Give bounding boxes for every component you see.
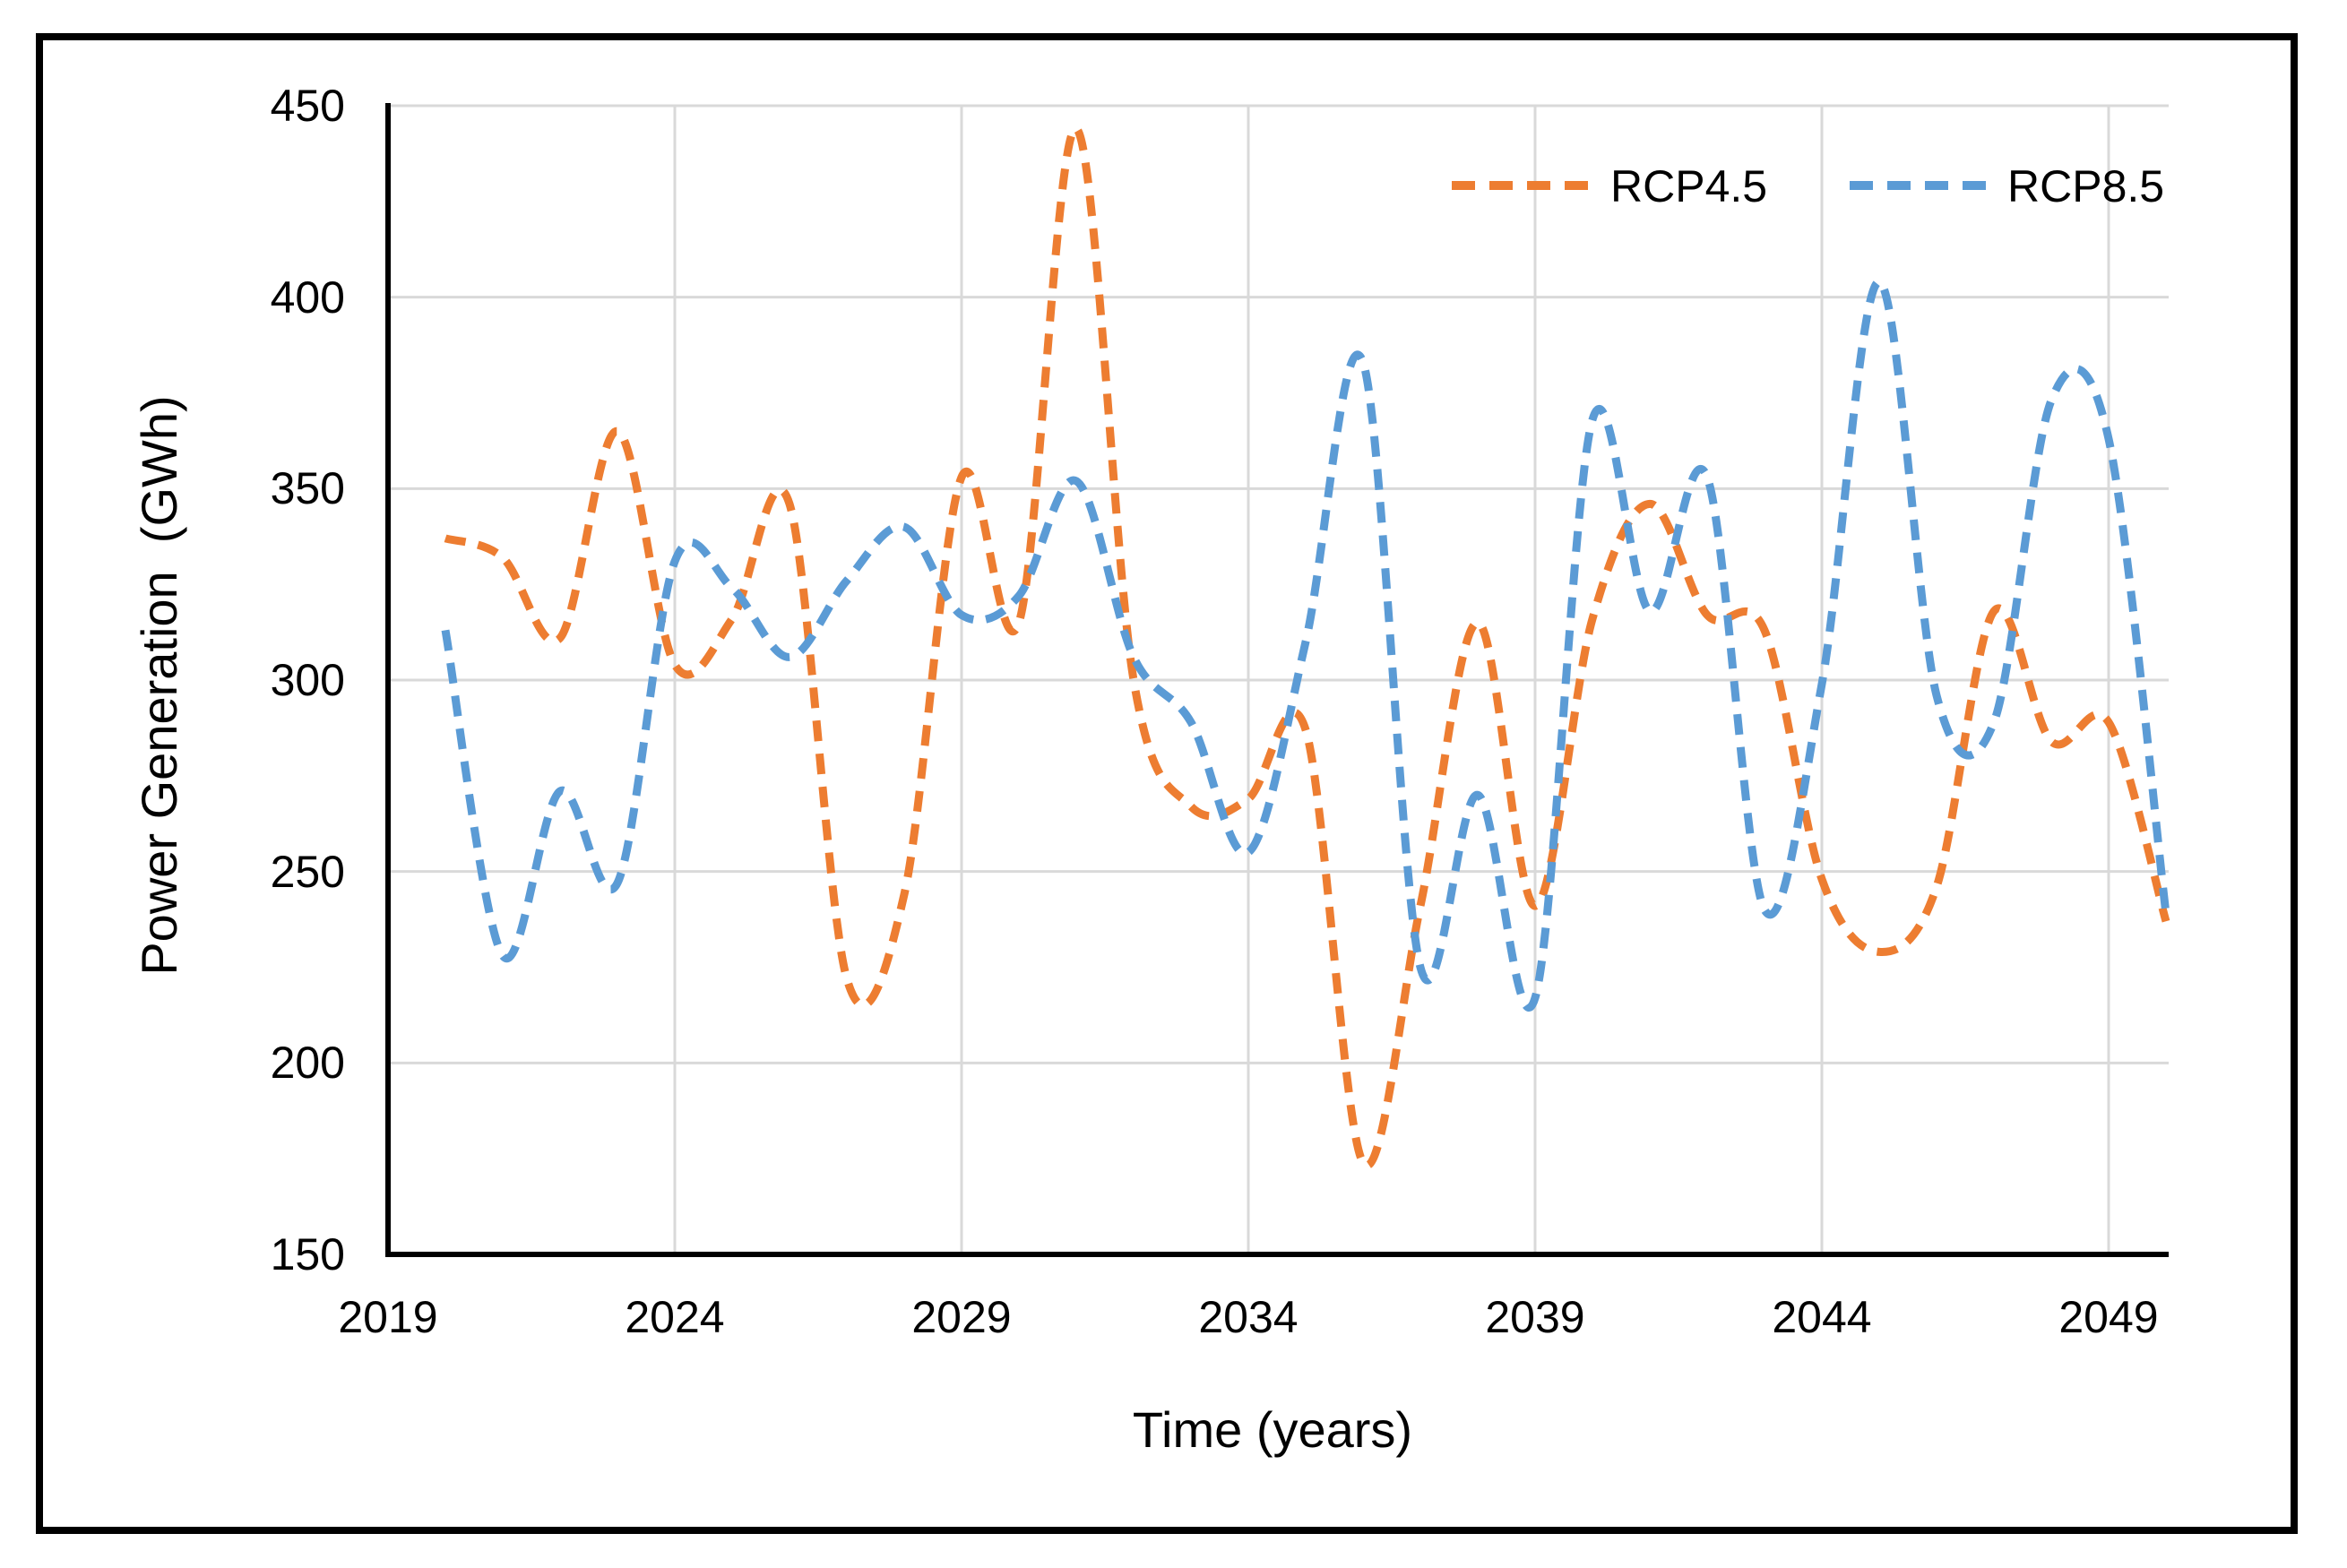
x-tick-2029: 2029 [911,1292,1011,1342]
gridlines [388,104,2169,1254]
y-axis-title: Power Generation (GWh) [131,395,187,975]
y-tick-200: 200 [271,1038,345,1088]
x-axis-title: Time (years) [1133,1401,1412,1458]
x-tick-2044: 2044 [1772,1292,1871,1342]
x-tick-2019: 2019 [338,1292,437,1342]
x-tick-2034: 2034 [1198,1292,1298,1342]
series-curve-rcp85 [441,278,2170,1012]
y-tick-400: 400 [271,272,345,323]
x-tick-2039: 2039 [1485,1292,1584,1342]
data-series [441,125,2170,1169]
figure-border [36,33,2298,1534]
y-tick-150: 150 [271,1229,345,1279]
axes [385,103,2169,1257]
legend-label-rcp85: RCP8.5 [2007,161,2164,211]
y-tick-300: 300 [271,655,345,705]
y-tick-250: 250 [271,847,345,897]
y-tick-350: 350 [271,463,345,513]
x-tick-2049: 2049 [2058,1292,2158,1342]
y-tick-450: 450 [271,81,345,131]
x-tick-2024: 2024 [625,1292,724,1342]
legend-label-rcp45: RCP4.5 [1610,161,1767,211]
